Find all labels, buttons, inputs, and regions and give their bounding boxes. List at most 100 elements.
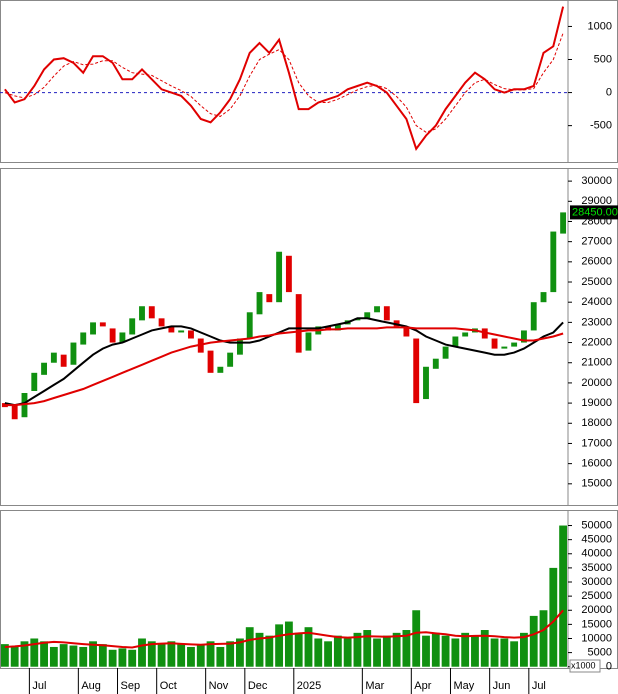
volume-bar	[255, 632, 264, 667]
volume-bar	[98, 644, 107, 667]
volume-bar	[245, 627, 254, 667]
volume-bar	[49, 646, 58, 667]
volume-bar	[128, 649, 137, 667]
volume-bar	[324, 641, 332, 667]
y-tick-label: 29000	[581, 195, 612, 207]
y-tick-label: 20000	[581, 377, 612, 389]
volume-bar	[206, 641, 215, 667]
x-tick-label: Dec	[248, 680, 268, 692]
volume-bar	[392, 632, 401, 667]
y-tick-label: 25000	[581, 276, 612, 288]
volume-bar	[147, 641, 156, 667]
y-tick-label: 21000	[581, 357, 612, 369]
candle	[99, 322, 106, 327]
volume-bar	[353, 632, 362, 667]
volume-bar	[471, 635, 479, 667]
panel-frame	[0, 0, 618, 163]
candle	[334, 324, 341, 331]
volume-bar	[529, 615, 538, 667]
candle	[305, 332, 312, 351]
candle	[511, 342, 518, 347]
candle	[129, 318, 136, 335]
volume-bar	[40, 641, 48, 667]
x-tick-label: Jul	[32, 680, 46, 692]
candle	[31, 372, 38, 391]
y-tick-label: 10000	[581, 632, 612, 644]
candle	[227, 352, 234, 367]
candle	[530, 302, 537, 331]
volume-bar	[402, 630, 411, 667]
candle	[501, 346, 508, 349]
candle	[60, 354, 67, 367]
y-tick-label: 22000	[581, 336, 612, 348]
volume-bar	[59, 644, 68, 667]
candle	[452, 336, 459, 347]
y-tick-label: 40000	[581, 548, 612, 560]
y-tick-label: 50000	[581, 519, 612, 531]
volume-bar	[480, 630, 489, 667]
volume-bar	[275, 624, 284, 667]
candle	[432, 358, 439, 369]
candle	[403, 326, 410, 337]
candle	[178, 330, 185, 333]
candle	[520, 330, 527, 343]
y-tick-label: 17000	[581, 437, 612, 449]
candle	[41, 362, 48, 375]
candle	[168, 326, 175, 333]
candle	[413, 338, 420, 404]
x-tick-label: Aug	[81, 680, 101, 692]
volume-bar	[441, 635, 450, 667]
candle	[442, 346, 449, 359]
y-tick-label: 5000	[588, 647, 612, 659]
volume-bar	[69, 645, 78, 667]
y-tick-label: 15000	[581, 478, 612, 490]
x-tick-label: Sep	[121, 680, 141, 692]
volume-bar	[490, 638, 499, 667]
candle	[119, 332, 126, 343]
candle	[364, 312, 371, 319]
y-tick-label: 500	[594, 53, 612, 65]
candle	[256, 292, 263, 315]
y-tick-label: 24000	[581, 296, 612, 308]
y-tick-label: 23000	[581, 316, 612, 328]
volume-bar	[89, 641, 97, 667]
volume-bar	[265, 635, 274, 667]
y-tick-label: 1000	[588, 20, 612, 32]
candle	[50, 352, 57, 363]
candle	[550, 231, 557, 293]
volume-bar	[167, 641, 176, 667]
series-line	[4, 317, 564, 407]
candle	[11, 405, 18, 420]
y-tick-label: 45000	[581, 534, 612, 546]
candle	[295, 294, 302, 353]
candle	[540, 292, 547, 303]
volume-bar	[118, 648, 127, 667]
volume-bar	[559, 525, 568, 667]
volume-bar	[20, 641, 29, 667]
candle	[207, 350, 214, 373]
candle	[70, 342, 77, 365]
volume-bar	[0, 644, 9, 667]
candle	[236, 338, 243, 355]
candle	[423, 366, 429, 400]
volume-bar	[333, 635, 342, 667]
y-tick-label: 30000	[581, 576, 612, 588]
candle	[90, 322, 96, 335]
candle	[158, 318, 165, 327]
volume-bar	[216, 646, 225, 667]
candle	[139, 306, 145, 321]
volume-bar	[157, 644, 166, 667]
y-tick-label: 19000	[581, 397, 612, 409]
y-tick-label: 27000	[581, 236, 612, 248]
volume-bar	[236, 638, 244, 667]
volume-bar	[549, 567, 558, 667]
candle	[217, 366, 224, 373]
x-tick-label: Jul	[532, 680, 546, 692]
x-tick-label: Apr	[414, 680, 431, 692]
candle	[21, 393, 28, 418]
y-tick-label: 18000	[581, 417, 612, 429]
volume-bar	[314, 638, 323, 667]
volume-bar	[30, 638, 39, 667]
candle	[374, 306, 380, 313]
